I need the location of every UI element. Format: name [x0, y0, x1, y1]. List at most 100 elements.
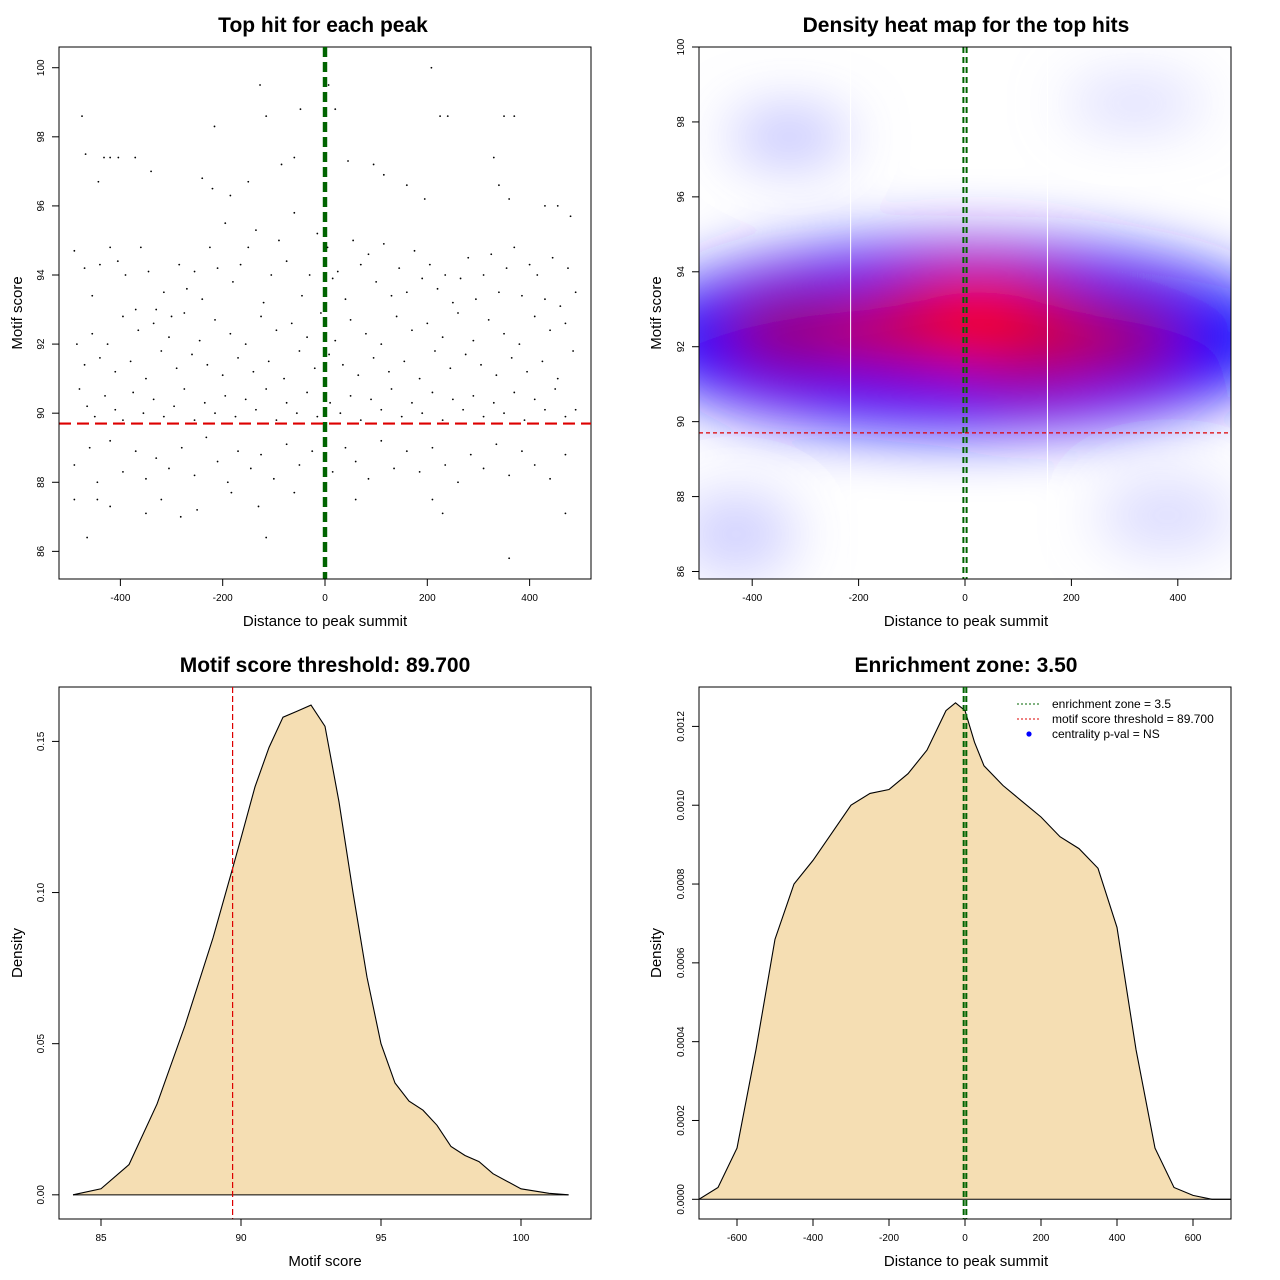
score-density-area — [72, 687, 569, 1219]
scatter-point — [388, 370, 390, 373]
scatter-point — [354, 460, 357, 463]
scatter-panel: Top hit for each peak -400 -200 0 200 400 86… — [9, 14, 592, 630]
scatter-point — [421, 412, 424, 415]
heatmap-x-axis: -400 -200 0 200 400 — [742, 578, 1187, 604]
scatter-point — [255, 229, 257, 231]
scatter-point — [278, 239, 280, 242]
score-density-panel: Motif score threshold: 89.700 85 90 95 100 … — [9, 654, 592, 1270]
density-minor-blob — [729, 111, 850, 162]
scatter-point — [73, 464, 76, 466]
scatter-point — [76, 343, 78, 345]
scatter-point — [272, 477, 275, 480]
legend-enrichment-label: enrichment zone = 3.5 — [1052, 697, 1171, 711]
y-tick-label: 96 — [676, 191, 687, 203]
scatter-point — [359, 263, 362, 266]
scatter-point — [503, 115, 505, 117]
scatter-point — [320, 312, 322, 314]
scatter-point — [459, 277, 462, 280]
scatter-point — [283, 377, 285, 380]
scatter-point — [260, 453, 262, 456]
scatter-point — [462, 408, 465, 411]
scatter-point — [482, 415, 485, 418]
scatter-point — [179, 515, 182, 518]
scatter-point — [564, 453, 567, 456]
x-tick-label: -200 — [879, 1233, 899, 1244]
scatter-point — [441, 336, 444, 339]
scatter-point — [457, 481, 459, 484]
scatter-point — [298, 464, 301, 466]
score-density-title: Motif score threshold: 89.700 — [180, 654, 471, 677]
scatter-point — [145, 377, 147, 380]
scatter-point — [104, 395, 106, 397]
heatmap-title: Density heat map for the top hits — [803, 14, 1130, 37]
scatter-point — [145, 477, 147, 480]
scatter-point — [265, 388, 268, 390]
scatter-point — [244, 343, 247, 345]
scatter-point — [344, 298, 347, 301]
density-curve — [72, 704, 569, 1196]
scatter-point — [334, 108, 337, 111]
scatter-point — [513, 115, 516, 117]
scatter-point — [96, 481, 99, 484]
scatter-point — [370, 398, 372, 401]
y-tick-label: 92 — [36, 338, 47, 350]
scatter-point — [201, 177, 204, 180]
scatter-point — [398, 267, 401, 269]
scatter-point — [259, 84, 261, 86]
y-tick-label: 0.10 — [36, 882, 47, 902]
scatter-point — [400, 415, 403, 418]
scatter-point — [526, 370, 528, 373]
scatter-point — [209, 246, 211, 249]
heatmap-y-axis-label: Motif score — [648, 276, 665, 349]
scatter-point — [247, 180, 250, 183]
scatter-point — [306, 336, 308, 339]
y-tick-label: 86 — [36, 545, 47, 557]
scatter-point — [316, 232, 319, 235]
scatter-point — [544, 298, 546, 301]
scatter-point — [518, 343, 521, 345]
y-tick-label: 0.0006 — [676, 947, 687, 978]
x-tick-label: 85 — [95, 1233, 107, 1244]
scatter-point — [142, 412, 145, 415]
heatmap-panel: Density heat map for the top hits -400 -2… — [648, 14, 1232, 630]
scatter-point — [122, 471, 124, 473]
scatter-point — [216, 460, 219, 463]
scatter-point — [574, 291, 577, 294]
y-tick-label: 94 — [36, 269, 47, 281]
scatter-point — [313, 367, 316, 370]
scatter-point — [83, 267, 86, 269]
scatter-point — [354, 498, 357, 501]
density-minor-blob — [1097, 480, 1231, 551]
scatter-point — [508, 198, 511, 200]
scatter-point — [185, 287, 188, 290]
scatter-point — [311, 450, 314, 453]
scatter-reference-lines — [59, 47, 591, 579]
scatter-point — [91, 332, 94, 335]
scatter-point — [334, 339, 337, 342]
score-density-y-axis-label: Density — [9, 927, 26, 978]
scatter-point — [205, 436, 208, 439]
scatter-point — [331, 277, 334, 280]
x-tick-label: 400 — [1169, 593, 1186, 604]
scatter-point — [487, 319, 490, 321]
scatter-point — [255, 408, 257, 411]
scatter-point — [533, 464, 536, 466]
scatter-point — [436, 287, 439, 290]
scatter-point — [299, 108, 302, 111]
x-tick-label: -400 — [742, 593, 762, 604]
scatter-point — [193, 419, 196, 421]
scatter-point — [201, 298, 204, 301]
y-tick-label: 0.0000 — [676, 1184, 687, 1215]
scatter-point — [544, 205, 546, 207]
scatter-point — [265, 115, 268, 117]
scatter-point — [544, 408, 546, 411]
scatter-point — [295, 412, 298, 415]
scatter-point — [541, 360, 544, 363]
scatter-point — [431, 391, 434, 394]
y-tick-label: 0.00 — [36, 1185, 47, 1205]
y-tick-label: 94 — [676, 266, 687, 278]
scatter-point — [78, 388, 81, 390]
scatter-point — [226, 481, 229, 484]
y-tick-label: 100 — [676, 38, 687, 55]
x-tick-label: -200 — [213, 593, 233, 604]
